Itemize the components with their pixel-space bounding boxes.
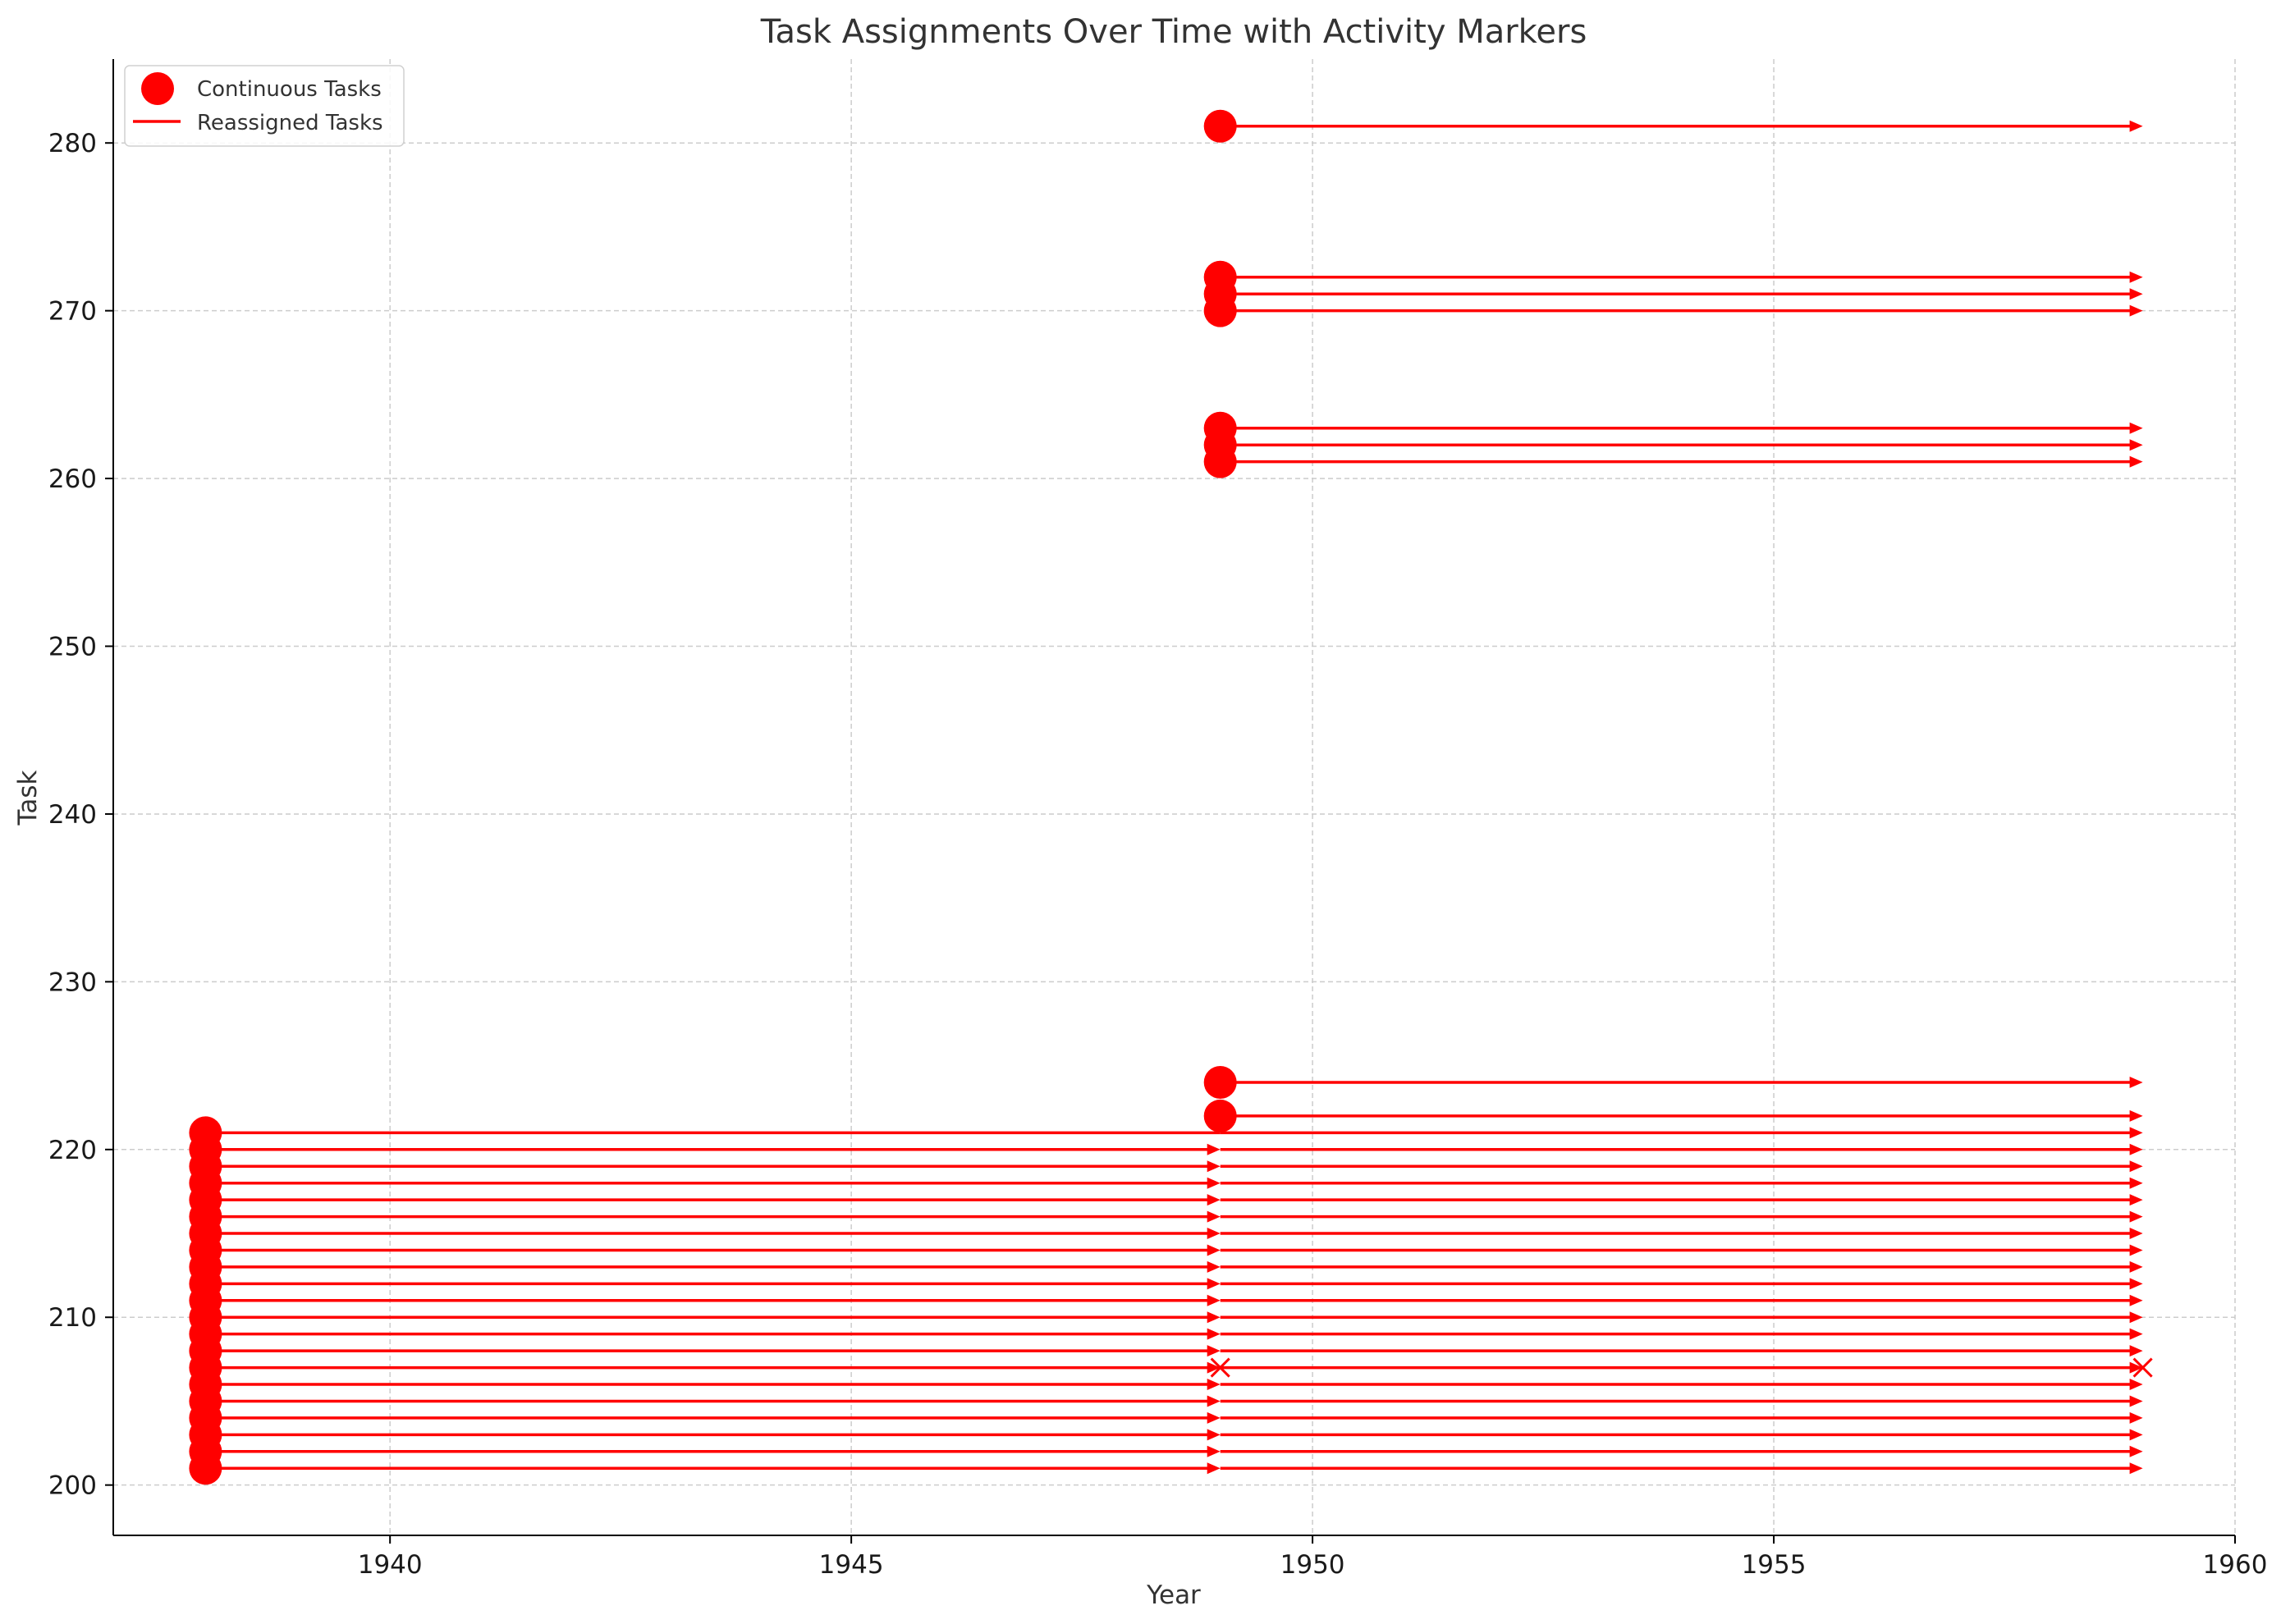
reassigned-task-arrowhead [2129, 1210, 2143, 1223]
reassigned-task-arrowhead [2129, 304, 2143, 317]
x-tick-label: 1955 [1742, 1550, 1807, 1580]
reassigned-task-arrowhead [2129, 1244, 2143, 1256]
reassigned-task-arrowhead [1207, 1345, 1221, 1357]
reassigned-task-arrowhead [2129, 1445, 2143, 1457]
reassigned-task-arrowhead [2129, 1328, 2143, 1340]
y-tick-label: 210 [48, 1303, 97, 1333]
reassigned-task-arrowhead [2129, 1462, 2143, 1475]
series-layer [189, 109, 2153, 1485]
reassigned-task-arrowhead [1207, 1160, 1221, 1173]
reassigned-task-arrowhead [1207, 1177, 1221, 1189]
reassigned-task-arrowhead [1207, 1228, 1221, 1240]
reassigned-task-arrowhead [1207, 1429, 1221, 1441]
reassigned-task-arrowhead [1207, 1278, 1221, 1290]
reassigned-task-arrowhead [2129, 1177, 2143, 1189]
grid-layer [113, 59, 2236, 1535]
legend-reassigned-label: Reassigned Tasks [197, 111, 383, 135]
reassigned-task-arrowhead [2129, 1260, 2143, 1273]
x-marker [2132, 1357, 2153, 1378]
continuous-task-marker [1203, 260, 1237, 294]
reassigned-task-arrowhead [2129, 288, 2143, 300]
x-marker-stroke [2132, 1357, 2153, 1378]
y-tick-label: 280 [48, 129, 97, 158]
reassigned-task-arrowhead [2129, 1127, 2143, 1139]
y-tick-label: 240 [48, 800, 97, 830]
reassigned-task-arrowhead [1207, 1328, 1221, 1340]
reassigned-task-arrowhead [1207, 1294, 1221, 1306]
x-tick-label: 1950 [1280, 1550, 1345, 1580]
reassigned-task-arrowhead [2129, 271, 2143, 283]
x-marker-stroke [1210, 1357, 1230, 1378]
continuous-task-marker [1203, 411, 1237, 445]
reassigned-task-arrowhead [2129, 1278, 2143, 1290]
y-tick-label: 270 [48, 297, 97, 327]
y-tick-label: 260 [48, 464, 97, 494]
continuous-task-marker [189, 1116, 222, 1150]
x-tick-label: 1945 [819, 1550, 884, 1580]
reassigned-task-arrowhead [1207, 1379, 1221, 1391]
reassigned-task-arrowhead [2129, 1160, 2143, 1173]
reassigned-task-arrowhead [2129, 1194, 2143, 1206]
reassigned-task-arrowhead [2129, 1395, 2143, 1407]
reassigned-task-arrowhead [1207, 1311, 1221, 1324]
chart-title: Task Assignments Over Time with Activity… [760, 13, 1587, 51]
x-axis-label: Year [1146, 1581, 1201, 1610]
legend-continuous-label: Continuous Tasks [197, 77, 382, 102]
legend-continuous-marker [141, 72, 174, 105]
legend-box [124, 65, 405, 147]
reassigned-task-arrowhead [1207, 1260, 1221, 1273]
reassigned-task-arrowhead [1207, 1411, 1221, 1424]
axis-layer [112, 59, 2235, 1536]
reassigned-task-arrowhead [2129, 1361, 2143, 1374]
reassigned-task-arrowhead [2129, 439, 2143, 451]
reassigned-task-arrowhead [2129, 1411, 2143, 1424]
x-tick-label: 1960 [2203, 1550, 2268, 1580]
reassigned-task-arrowhead [2129, 1345, 2143, 1357]
y-tick-label: 220 [48, 1136, 97, 1165]
reassigned-task-arrowhead [2129, 455, 2143, 468]
reassigned-task-arrowhead [1207, 1445, 1221, 1457]
continuous-task-marker [1203, 109, 1237, 143]
x-tick-label: 1940 [358, 1550, 423, 1580]
reassigned-task-arrowhead [2129, 1294, 2143, 1306]
reassigned-task-arrowhead [2129, 1311, 2143, 1324]
reassigned-task-arrowhead [2129, 422, 2143, 434]
reassigned-task-arrowhead [2129, 1429, 2143, 1441]
reassigned-task-arrowhead [2129, 1109, 2143, 1122]
ticks-layer: 1940 1945 1950 1955 1960 200 210 220 230 240 250 26… [48, 129, 2268, 1580]
reassigned-task-arrowhead [1207, 1210, 1221, 1223]
legend: Continuous Tasks Reassigned Tasks [124, 65, 405, 147]
y-tick-label: 250 [48, 633, 97, 662]
reassigned-task-arrowhead [2129, 1143, 2143, 1155]
reassigned-task-arrowhead [1207, 1462, 1221, 1475]
reassigned-task-arrowhead [1207, 1244, 1221, 1256]
y-tick-label: 200 [48, 1471, 97, 1501]
reassigned-task-arrowhead [2129, 1379, 2143, 1391]
reassigned-task-arrowhead [1207, 1143, 1221, 1155]
y-axis-label: Task [13, 771, 43, 826]
y-tick-label: 230 [48, 968, 97, 997]
reassigned-task-arrowhead [2129, 1228, 2143, 1240]
reassigned-task-arrowhead [2129, 1077, 2143, 1089]
continuous-task-marker [1203, 1066, 1237, 1100]
x-marker [1210, 1357, 1230, 1378]
reassigned-task-arrowhead [1207, 1395, 1221, 1407]
reassigned-task-arrowhead [1207, 1361, 1221, 1374]
reassigned-task-arrowhead [2129, 120, 2143, 132]
continuous-task-marker [1203, 1099, 1237, 1132]
reassigned-task-arrowhead [1207, 1194, 1221, 1206]
